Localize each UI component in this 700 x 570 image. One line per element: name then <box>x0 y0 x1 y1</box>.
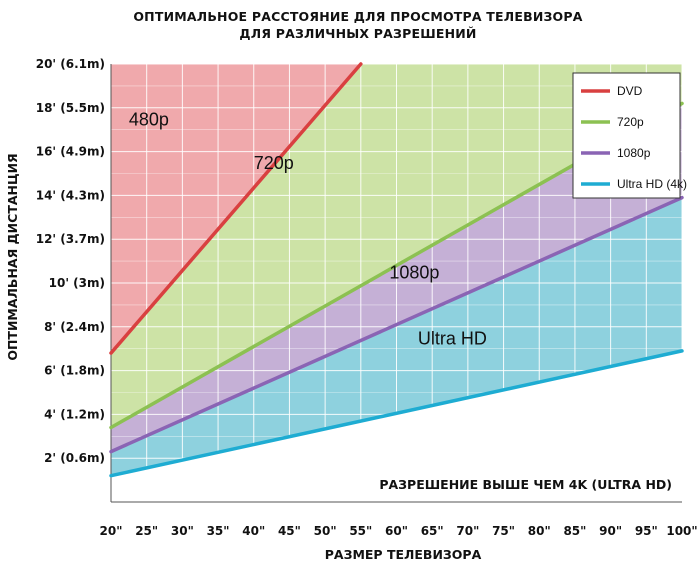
region-label-720p: 720p <box>254 153 294 173</box>
region-label-480p: 480p <box>129 109 169 129</box>
y-tick-label: 20' (6.1m) <box>36 57 105 71</box>
chart-title-line-2: ДЛЯ РАЗЛИЧНЫХ РАЗРЕШЕНИЙ <box>239 26 476 41</box>
x-tick-label: 35" <box>207 524 230 538</box>
x-tick-label: 50" <box>314 524 337 538</box>
x-tick-label: 25" <box>135 524 158 538</box>
x-tick-label: 100" <box>666 524 697 538</box>
legend-label: 720p <box>617 115 644 129</box>
x-tick-label: 70" <box>456 524 479 538</box>
y-tick-label: 14' (4.3m) <box>36 188 105 202</box>
series-line-ultra-hd-4k- <box>109 349 684 478</box>
x-tick-label: 95" <box>635 524 658 538</box>
y-tick-label: 12' (3.7m) <box>36 232 105 246</box>
y-tick-label: 16' (4.9m) <box>36 145 105 159</box>
region-label-ultra-hd: Ultra HD <box>418 328 487 348</box>
plot-area: 2' (0.6m) 4' (1.2m) 6' (1.8m) 8' (2.4m) 10' … <box>36 57 698 538</box>
x-tick-label: 40" <box>242 524 265 538</box>
y-tick-label: 18' (5.5m) <box>36 101 105 115</box>
legend-label: 1080p <box>617 146 651 160</box>
x-tick-label: 20" <box>100 524 123 538</box>
region-label-1080p: 1080p <box>389 263 439 283</box>
x-axis-title: РАЗМЕР ТЕЛЕВИЗОРА <box>325 547 482 562</box>
legend-label: DVD <box>617 84 643 98</box>
x-tick-label: 60" <box>385 524 408 538</box>
legend-label: Ultra HD (4k) <box>617 177 687 191</box>
x-tick-label: 75" <box>492 524 515 538</box>
x-tick-label: 30" <box>171 524 194 538</box>
x-tick-label: 90" <box>599 524 622 538</box>
y-axis-title: ОПТИМАЛЬНАЯ ДИСТАНЦИЯ <box>5 153 20 360</box>
x-tick-label: 55" <box>349 524 372 538</box>
chart-title-line-1: ОПТИМАЛЬНОЕ РАССТОЯНИЕ ДЛЯ ПРОСМОТРА ТЕЛ… <box>133 9 582 24</box>
y-tick-label: 6' (1.8m) <box>44 364 105 378</box>
y-tick-label: 4' (1.2m) <box>44 407 105 421</box>
x-tick-label: 45" <box>278 524 301 538</box>
legend: DVD 720p 1080p Ultra HD (4k) <box>572 72 687 199</box>
y-tick-label: 10' (3m) <box>49 276 105 290</box>
series-line-1080p <box>109 195 684 454</box>
series-line-dvd <box>109 62 363 355</box>
y-tick-label: 8' (2.4m) <box>44 320 105 334</box>
x-tick-label: 85" <box>563 524 586 538</box>
y-tick-label: 2' (0.6m) <box>44 451 105 465</box>
legend-box <box>572 72 681 199</box>
annotation-higher-than-4k: РАЗРЕШЕНИЕ ВЫШЕ ЧЕМ 4K (ULTRA HD) <box>379 477 672 492</box>
x-tick-label: 80" <box>528 524 551 538</box>
x-tick-label: 65" <box>421 524 444 538</box>
